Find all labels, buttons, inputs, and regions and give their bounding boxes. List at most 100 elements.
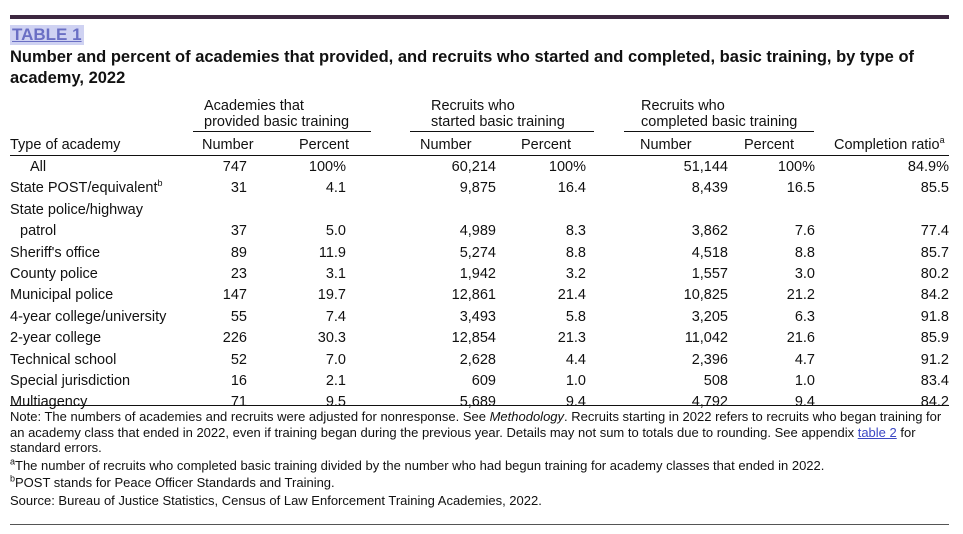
- cell-completed-percent: 8.8: [794, 244, 815, 261]
- cell-started-number: 60,214: [451, 159, 496, 175]
- cell-completion-ratio: 85.7: [920, 244, 949, 261]
- cell-type: Special jurisdiction: [10, 371, 200, 392]
- cell-started-percent: 8.3: [565, 223, 586, 240]
- cell-type: County police: [10, 264, 200, 285]
- cell-academies-percent: 100%: [308, 159, 346, 175]
- cell-completed-number: 51,144: [683, 159, 728, 175]
- group-header-started-line2: started basic training: [431, 114, 565, 130]
- cell-academies-number: [200, 200, 247, 221]
- cell-started-percent: 3.2: [565, 266, 586, 283]
- cell-academies-number: 37: [230, 223, 247, 240]
- col-header-started-percent: Percent: [521, 137, 571, 153]
- top-rule: [10, 15, 949, 19]
- cell-academies-percent: 4.1: [325, 180, 346, 197]
- footnote-a: aThe number of recruits who completed ba…: [10, 457, 950, 474]
- cell-completed-number: 508: [703, 373, 728, 390]
- cell-completed-percent: 1.0: [794, 373, 815, 390]
- cell-type: State police/highway: [10, 200, 200, 221]
- cell-started-percent: 1.0: [565, 373, 586, 390]
- cell-academies-percent: 2.1: [325, 373, 346, 390]
- cell-started-number: 2,628: [459, 351, 496, 368]
- notes: Note: The numbers of academies and recru…: [10, 409, 950, 511]
- footnote-b-text: POST stands for Peace Officer Standards …: [15, 475, 335, 491]
- cell-completion-ratio: 91.8: [920, 308, 949, 325]
- table-row: Special jurisdiction 16 2.1 609 1.0 508 1.0 83.…: [10, 371, 949, 392]
- cell-completed-percent: [728, 200, 815, 221]
- cell-academies-percent: 9.5: [325, 394, 346, 411]
- cell-completed-percent: 4.7: [794, 351, 815, 368]
- cell-completed-number: 3,862: [691, 223, 728, 240]
- group-header-started-line1: Recruits who: [431, 98, 515, 114]
- type-label: County police: [10, 266, 98, 283]
- cell-completion-ratio: 85.5: [920, 180, 949, 197]
- cell-started-percent: 5.8: [565, 308, 586, 325]
- table-row: Multiagency 71 9.5 5,689 9.4 4,792 9.4 84.2: [10, 392, 949, 413]
- cell-completed-number: 10,825: [683, 287, 728, 304]
- cell-academies-number: 31: [230, 180, 247, 197]
- completion-ratio-footnote-mark: a: [939, 135, 945, 146]
- cell-type: 2-year college: [10, 328, 200, 349]
- cell-started-number: 609: [471, 373, 496, 390]
- cell-type: State POST/equivalentb: [10, 178, 200, 199]
- header-rule: [10, 155, 949, 156]
- note-main: Note: The numbers of academies and recru…: [10, 409, 950, 456]
- cell-completion-ratio: 77.4: [920, 223, 949, 240]
- type-label: State POST/equivalent: [10, 180, 158, 197]
- cell-completion-ratio: 83.4: [920, 373, 949, 390]
- cell-started-percent: 21.3: [557, 330, 586, 347]
- col-header-completed-number: Number: [640, 137, 692, 153]
- type-label: State police/highway: [10, 201, 143, 218]
- cell-started-percent: [496, 200, 586, 221]
- cell-type: Technical school: [10, 350, 200, 371]
- cell-academies-number: 147: [222, 287, 247, 304]
- table-tag-link[interactable]: TABLE 1: [10, 25, 84, 45]
- cell-academies-number: 23: [230, 266, 247, 283]
- note-text-1: Note: The numbers of academies and recru…: [10, 409, 490, 424]
- table-row: Municipal police 147 19.7 12,861 21.4 10,825 2…: [10, 285, 949, 306]
- note-methodology: Methodology: [489, 409, 565, 424]
- table-row: patrol 37 5.0 4,989 8.3 3,862 7.6 77.4: [10, 221, 949, 242]
- note-text-2: . Recruits starting in 2022 refers to re…: [10, 409, 942, 440]
- table-title: Number and percent of academies that pro…: [10, 48, 915, 87]
- cell-completed-percent: 6.3: [794, 308, 815, 325]
- group-rule-academies: [193, 131, 371, 132]
- group-rule-completed: [624, 131, 814, 132]
- footnote-mark: b: [157, 178, 163, 189]
- footnote-a-text: The number of recruits who completed bas…: [15, 457, 825, 473]
- cell-started-percent: 100%: [548, 159, 586, 175]
- cell-completed-number: 4,792: [691, 394, 728, 411]
- table-row: Technical school 52 7.0 2,628 4.4 2,396 4.7 91.…: [10, 350, 949, 371]
- cell-started-number: 1,942: [459, 266, 496, 283]
- col-header-completion-ratio: Completion ratioa: [834, 136, 945, 154]
- col-header-completed-percent: Percent: [744, 137, 794, 153]
- cell-academies-percent: [247, 200, 346, 221]
- completion-ratio-label: Completion ratio: [834, 137, 940, 153]
- cell-completion-ratio: [815, 200, 949, 221]
- cell-academies-percent: 30.3: [317, 330, 346, 347]
- appendix-table-2-link[interactable]: table 2: [857, 424, 897, 440]
- cell-started-number: [346, 200, 496, 221]
- cell-started-number: 5,274: [459, 244, 496, 261]
- footnote-b-mark: b: [10, 474, 16, 485]
- type-label: Sheriff's office: [10, 244, 101, 261]
- cell-completion-ratio: 85.9: [920, 330, 949, 347]
- cell-started-number: 5,689: [459, 394, 496, 411]
- table-row: All 747 100% 60,214 100% 51,144 100% 84.9%: [10, 157, 949, 178]
- bottom-rule: [10, 524, 949, 525]
- col-header-type: Type of academy: [10, 137, 121, 153]
- cell-type: Multiagency: [10, 392, 200, 413]
- cell-completed-percent: 100%: [777, 159, 815, 175]
- cell-type: patrol: [10, 221, 200, 242]
- cell-completed-percent: 9.4: [794, 394, 815, 411]
- cell-completed-percent: 3.0: [794, 266, 815, 283]
- data-table: All 747 100% 60,214 100% 51,144 100% 84.9% State…: [10, 157, 949, 414]
- cell-completed-percent: 7.6: [794, 223, 815, 240]
- col-header-academies-number: Number: [202, 137, 254, 153]
- cell-academies-number: 226: [222, 330, 247, 347]
- table-row: Sheriff's office 89 11.9 5,274 8.8 4,518 8.8 85…: [10, 243, 949, 264]
- cell-started-number: 9,875: [459, 180, 496, 197]
- type-label: Municipal police: [10, 287, 114, 304]
- cell-type: All: [10, 157, 200, 178]
- cell-completed-number: 4,518: [691, 244, 728, 261]
- type-label: Technical school: [10, 351, 117, 368]
